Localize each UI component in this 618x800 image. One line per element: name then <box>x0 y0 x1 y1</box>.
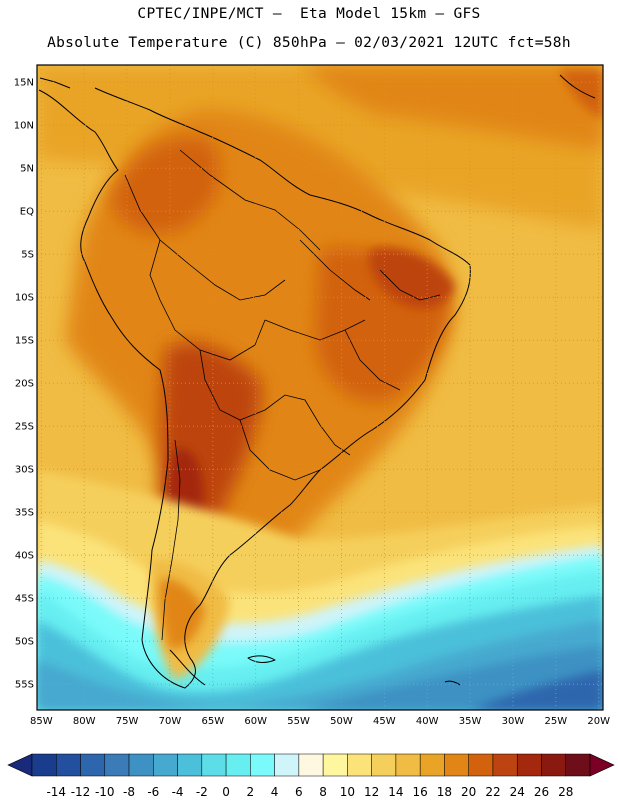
title-line-2: Absolute Temperature (C) 850hPa – 02/03/… <box>47 35 571 51</box>
lat-label: 35S <box>15 508 34 519</box>
lat-label: 10S <box>15 293 34 304</box>
colorbar-under-triangle <box>7 753 33 777</box>
lat-label: 20S <box>15 379 34 390</box>
lon-label: 85W <box>30 716 53 727</box>
colorbar-tick-label: -4 <box>172 785 184 799</box>
colorbar-tick-label: -12 <box>71 785 91 799</box>
colorbar-tick-label: -2 <box>196 785 208 799</box>
colorbar-tick-label: -10 <box>95 785 115 799</box>
lon-label: 65W <box>201 716 224 727</box>
colorbar-tick-label: 12 <box>364 785 379 799</box>
colorbar-swatch <box>104 753 130 777</box>
colorbar-swatch <box>347 753 372 777</box>
lat-label: 5N <box>20 164 34 175</box>
colorbar-swatch <box>201 753 227 777</box>
colorbar-tick-label: -14 <box>46 785 66 799</box>
lon-label: 35W <box>459 716 482 727</box>
colorbar-swatch <box>153 753 178 777</box>
colorbar-tick-label: 28 <box>558 785 573 799</box>
temperature-field <box>37 65 603 710</box>
colorbar-tick-label: 24 <box>510 785 525 799</box>
colorbar-tick-label: 18 <box>437 785 452 799</box>
colorbar-tick-label: 2 <box>247 785 255 799</box>
lon-label: 45W <box>373 716 396 727</box>
colorbar-swatch <box>56 753 81 777</box>
colorbar-swatch <box>298 753 324 777</box>
colorbar-labels: -14 -12 -10 -8 -6 -4 -2 0 2 4 6 8 10 12 14 16 18 20 22 24 26… <box>46 785 573 799</box>
colorbar-tick-label: -6 <box>147 785 159 799</box>
colorbar-tick-label: 20 <box>461 785 476 799</box>
country-borders <box>124 149 441 641</box>
colorbar-swatch <box>565 753 591 777</box>
title-line-1: CPTEC/INPE/MCT – Eta Model 15km – GFS <box>137 6 481 22</box>
lon-label: 20W <box>587 716 610 727</box>
lat-label: 5S <box>21 250 34 261</box>
lat-label: 55S <box>15 680 34 691</box>
lon-label: 25W <box>545 716 568 727</box>
lon-label: 80W <box>73 716 96 727</box>
lat-label: 25S <box>15 422 34 433</box>
colorbar-tick-label: 14 <box>388 785 403 799</box>
colorbar-swatch <box>419 753 445 777</box>
colorbar-swatch <box>128 753 154 777</box>
colorbar-swatch <box>250 753 275 777</box>
lat-label: 40S <box>15 551 34 562</box>
lon-label: 50W <box>330 716 353 727</box>
lon-label: 70W <box>159 716 182 727</box>
lon-label: 60W <box>244 716 267 727</box>
colorbar-tick-label: 16 <box>413 785 428 799</box>
lon-label: 75W <box>116 716 139 727</box>
colorbar-swatch <box>516 753 542 777</box>
colorbar-tick-label: 0 <box>222 785 230 799</box>
lon-label: 40W <box>416 716 439 727</box>
lat-label: 15S <box>15 336 34 347</box>
colorbar-swatch <box>541 753 566 777</box>
longitude-labels: 85W 80W 75W 70W 65W 60W 55W 50W 45W 40W 35W 30W 25W 2… <box>30 716 610 727</box>
colorbar-tick-label: -8 <box>123 785 135 799</box>
lat-label: 30S <box>15 465 34 476</box>
map-frame <box>36 64 604 711</box>
colorbar-over-triangle <box>589 753 615 777</box>
colorbar-swatch <box>395 753 421 777</box>
colorbar-tick-label: 26 <box>534 785 549 799</box>
lat-label: 15N <box>14 78 34 89</box>
colorbar-tick-label: 6 <box>295 785 303 799</box>
lat-label: EQ <box>20 207 34 218</box>
coastline-outline <box>38 74 596 689</box>
colorbar-swatch <box>371 753 397 777</box>
colorbar-swatch <box>322 753 348 777</box>
lon-label: 30W <box>502 716 525 727</box>
colorbar-swatch <box>468 753 494 777</box>
latitude-labels: 15N 10N 5N EQ 5S 10S 15S 20S 25S 30S 35S 40S 45S 50S 5… <box>14 78 34 691</box>
colorbar-tick-label: 8 <box>319 785 327 799</box>
lon-label: 55W <box>287 716 310 727</box>
colorbar-swatch <box>444 753 469 777</box>
colorbar-swatch <box>177 753 203 777</box>
colorbar-swatch <box>274 753 300 777</box>
lat-label: 45S <box>15 594 34 605</box>
lat-label: 50S <box>15 637 34 648</box>
colorbar-tick-label: 4 <box>271 785 279 799</box>
colorbar-swatch <box>31 753 57 777</box>
colorbar-tick-label: 10 <box>340 785 355 799</box>
colorbar-tick-label: 22 <box>485 785 500 799</box>
colorbar-swatch <box>492 753 518 777</box>
lat-label: 10N <box>14 121 34 132</box>
colorbar-swatch <box>80 753 106 777</box>
colorbar-swatch <box>225 753 251 777</box>
colorbar <box>7 753 615 777</box>
